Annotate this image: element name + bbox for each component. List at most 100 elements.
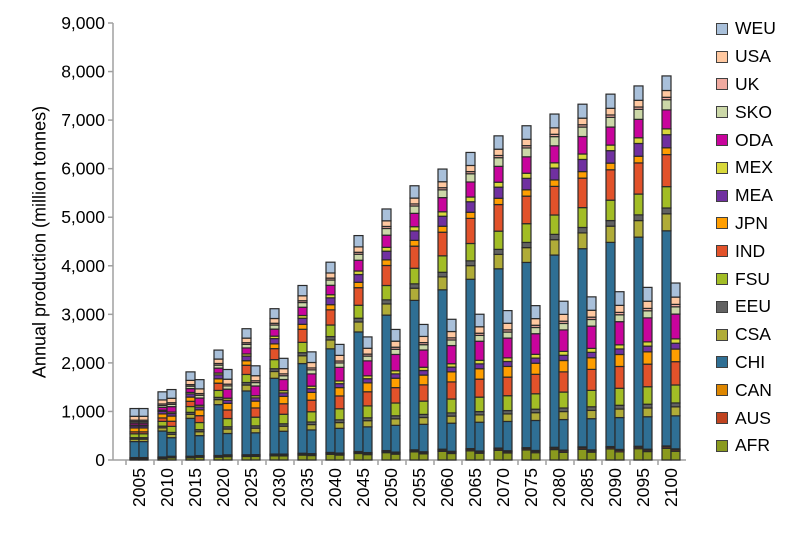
x-tick-label: 2015 [185, 468, 205, 507]
bar-segment-chi [521, 261, 532, 449]
bar-segment-oda [334, 366, 345, 382]
legend-item-eeu: EEU [716, 293, 776, 321]
bar-segment-fsu [549, 214, 560, 235]
bar-segment-usa [446, 330, 457, 339]
bar-segment-ind [362, 391, 373, 407]
bar-segment-chi [138, 440, 149, 459]
bar-segment-jpn [586, 357, 597, 370]
legend-label: EEU [735, 296, 771, 317]
bar-segment-csa [446, 415, 457, 424]
x-tick-label: 2095 [633, 468, 653, 507]
legend-item-uk: UK [716, 71, 776, 99]
x-tick-label: 2045 [353, 468, 373, 507]
bar-segment-chi [558, 418, 569, 451]
bar-segment-usa [381, 220, 392, 228]
bar-segment-mea [390, 373, 401, 379]
bar-segment-sko [306, 369, 317, 375]
bar-segment-oda [297, 306, 308, 317]
bar-segment-eeu [605, 219, 616, 227]
legend-swatch [716, 245, 728, 258]
bar-segment-fsu [250, 416, 261, 427]
bar-segment-chi [269, 377, 280, 455]
bar-segment-oda [353, 259, 364, 272]
bar-segment-weu [390, 328, 401, 342]
bar-segment-fsu [381, 284, 392, 301]
bar-segment-sko [549, 136, 560, 147]
bar-segment-sko [521, 147, 532, 158]
bar-segment-usa [418, 335, 429, 344]
bar-segment-oda [530, 333, 541, 355]
bar-segment-fsu [642, 386, 653, 405]
bar-segment-oda [605, 126, 616, 146]
bar-segment-fsu [166, 425, 177, 434]
bar-segment-sko [605, 116, 616, 128]
bar-segment-mex [437, 211, 448, 217]
bar-segment-fsu [390, 402, 401, 417]
bar-segment-weu [381, 208, 392, 222]
bar-segment-afr [381, 452, 392, 461]
bar-segment-mea [362, 378, 373, 384]
bar-segment-eeu [661, 207, 672, 215]
bar-segment-chi [194, 435, 205, 457]
bar-segment-fsu [194, 421, 205, 431]
bar-segment-chi [297, 362, 308, 454]
bar-segment-weu [213, 349, 224, 360]
bar-segment-mea [661, 134, 672, 149]
bar-segment-sko [614, 314, 625, 323]
legend-swatch [716, 78, 728, 91]
bar-segment-usa [222, 378, 233, 385]
bar-segment-ind [670, 361, 681, 386]
bar-segment-csa [558, 410, 569, 421]
bar-segment-sko [418, 344, 429, 351]
legend-item-mex: MEX [716, 154, 776, 182]
bar-segment-csa [362, 420, 373, 428]
bar-segment-jpn [297, 323, 308, 330]
bar-segment-chi [185, 417, 196, 457]
x-tick-label: 2005 [129, 468, 149, 507]
bar-segment-sko [269, 324, 280, 330]
legend-item-chi: CHI [716, 349, 776, 377]
bar-segment-csa [549, 239, 560, 256]
bar-segment-chi [493, 268, 504, 449]
bar-segment-usa [474, 326, 485, 334]
bar-segment-sko [353, 253, 364, 261]
bar-segment-sko [558, 322, 569, 331]
bar-segment-sko [502, 331, 513, 339]
bar-segment-jpn [558, 359, 569, 373]
bar-segment-chi [157, 430, 168, 458]
bar-segment-afr [549, 448, 560, 461]
legend-item-ind: IND [716, 237, 776, 265]
bar-segment-afr [474, 452, 485, 461]
bar-segment-csa [437, 276, 448, 291]
bar-segment-mea [409, 230, 420, 241]
bar-segment-weu [409, 185, 420, 199]
bar-segment-fsu [474, 396, 485, 413]
bar-segment-jpn [642, 351, 653, 365]
bar-segment-weu [278, 357, 289, 370]
bar-segment-csa [493, 253, 504, 270]
legend-swatch [716, 384, 728, 397]
bar-segment-sko [362, 355, 373, 362]
bar-segment-oda [325, 284, 336, 296]
bar-segment-mex [605, 144, 616, 152]
bar-segment-mea [605, 150, 616, 164]
bar-segment-weu [222, 368, 233, 380]
bar-segment-jpn [185, 396, 196, 402]
bar-segment-usa [306, 361, 317, 369]
bar-segment-chi [633, 236, 644, 447]
bar-segment-sko [437, 189, 448, 199]
bar-segment-mea [633, 142, 644, 157]
bar-segment-fsu [297, 341, 308, 354]
bar-segment-eeu [493, 248, 504, 256]
bar-segment-afr [661, 447, 672, 461]
bar-segment-chi [577, 248, 588, 448]
bar-segment-afr [278, 455, 289, 461]
y-tick-label: 5,000 [61, 207, 105, 227]
bar-segment-weu [129, 407, 140, 417]
bar-segment-ind [437, 231, 448, 257]
bar-segment-sko [474, 334, 485, 342]
bar-segment-csa [586, 409, 597, 420]
bar-segment-usa [194, 388, 205, 395]
bar-segment-oda [241, 347, 252, 355]
